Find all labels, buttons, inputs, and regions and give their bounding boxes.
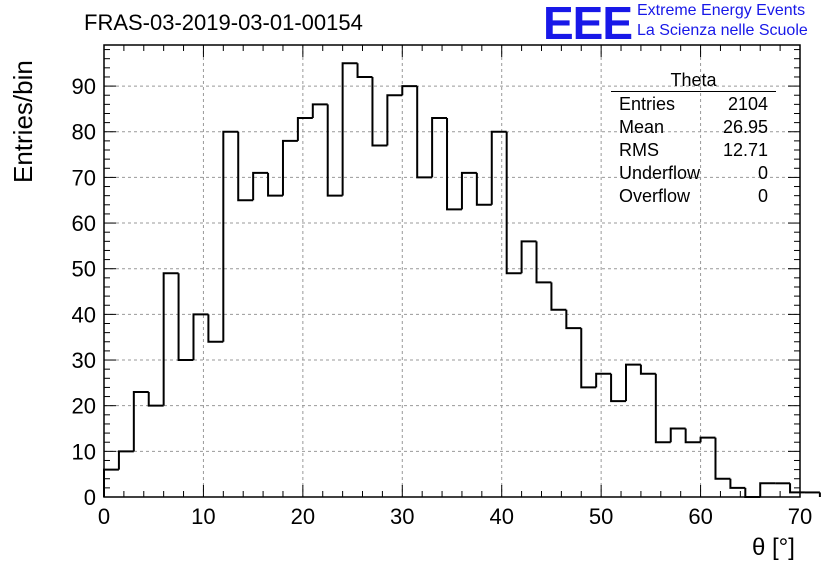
histogram-bin xyxy=(431,117,448,178)
histogram-bin xyxy=(520,240,537,274)
y-tick-label: 80 xyxy=(72,120,96,145)
histogram-bin xyxy=(356,63,373,78)
histogram-bin xyxy=(729,478,746,489)
y-tick-label: 10 xyxy=(72,439,96,464)
histogram-bin xyxy=(565,309,582,330)
histogram-bin xyxy=(684,428,701,444)
histogram-bin xyxy=(699,436,716,443)
stat-row-mean: Mean 26.95 xyxy=(611,116,776,139)
stat-label: Overflow xyxy=(619,186,691,206)
x-axis-label: θ [°] xyxy=(752,534,795,561)
stats-box: Theta Entries 2104 Mean 26.95 RMS 12.71 … xyxy=(611,70,776,208)
y-tick-label: 20 xyxy=(72,394,96,419)
histogram-bin xyxy=(117,450,134,470)
stat-row-underflow: Underflow 0 xyxy=(611,162,776,185)
y-tick-label: 60 xyxy=(72,211,96,236)
histogram-bin xyxy=(490,130,507,205)
y-tick-label: 70 xyxy=(72,165,96,190)
histogram-bin xyxy=(237,131,254,202)
x-tick-label: 50 xyxy=(589,504,613,529)
histogram-bin xyxy=(714,437,731,480)
y-tick-label: 50 xyxy=(72,257,96,282)
y-tick-label: 90 xyxy=(72,74,96,99)
histogram-bin xyxy=(296,117,313,141)
histogram-bin xyxy=(147,391,164,407)
y-axis-label: Entries/bin xyxy=(8,60,38,183)
histogram-bin xyxy=(744,487,761,498)
stat-row-rms: RMS 12.71 xyxy=(611,139,776,162)
histogram-bin xyxy=(610,373,626,403)
histogram-bin xyxy=(505,131,522,275)
histogram-bin xyxy=(595,372,612,388)
x-tick-label: 10 xyxy=(191,504,215,529)
x-tick-label: 60 xyxy=(688,504,712,529)
chart-title: FRAS-03-2019-03-01-00154 xyxy=(84,10,363,35)
histogram-bin xyxy=(103,468,119,497)
histogram-bin xyxy=(401,85,418,96)
histogram-bin xyxy=(416,86,433,179)
histogram-bin xyxy=(446,118,462,211)
x-tick-label: 40 xyxy=(489,504,513,529)
histogram-bin xyxy=(550,282,567,311)
histogram-bin xyxy=(281,139,298,196)
stat-value: 26.95 xyxy=(722,117,768,137)
logo-line-1: Extreme Energy Events xyxy=(637,2,806,19)
stat-value: 0 xyxy=(757,186,768,206)
histogram-bin xyxy=(162,272,179,406)
stat-label: Entries xyxy=(619,94,676,114)
stat-value: 2104 xyxy=(727,94,768,114)
histogram-bin xyxy=(192,313,209,361)
stat-label: Underflow xyxy=(619,163,701,183)
stat-value: 12.71 xyxy=(722,140,768,160)
eee-logo: EEE xyxy=(543,0,633,49)
histogram-bin xyxy=(759,482,776,497)
histogram-bin xyxy=(311,103,328,119)
histogram-bin xyxy=(341,62,358,196)
histogram-bin xyxy=(267,172,283,197)
x-tick-label: 0 xyxy=(98,504,110,529)
stat-value: 0 xyxy=(757,163,768,183)
y-tick-label: 0 xyxy=(84,485,96,510)
plot-frame xyxy=(103,44,801,498)
histogram-bin xyxy=(654,373,671,444)
histogram-bin xyxy=(386,94,403,146)
x-tick-label: 20 xyxy=(291,504,315,529)
x-tick-label: 70 xyxy=(788,504,812,529)
histogram-bin xyxy=(207,314,224,343)
histogram-bin xyxy=(625,363,641,402)
stats-title: Theta xyxy=(611,70,776,92)
y-tick-label: 40 xyxy=(72,302,96,327)
stat-row-entries: Entries 2104 xyxy=(611,93,776,116)
stat-row-overflow: Overflow 0 xyxy=(611,185,776,208)
histogram-bin xyxy=(580,328,597,389)
histogram-bin xyxy=(460,171,477,210)
histogram-bin xyxy=(222,130,239,342)
histogram-bin xyxy=(252,171,269,201)
histogram-bin xyxy=(639,364,656,375)
logo-line-2: La Scienza nelle Scuole xyxy=(637,22,808,39)
histogram-bin xyxy=(371,76,388,147)
x-tick-label: 30 xyxy=(390,504,414,529)
histogram-bin xyxy=(669,427,686,443)
y-tick-label: 30 xyxy=(72,348,96,373)
histogram-bin xyxy=(132,390,149,452)
stat-label: RMS xyxy=(619,140,659,160)
stat-label: Mean xyxy=(619,117,665,137)
histogram-bin xyxy=(535,241,552,284)
histogram-bin xyxy=(177,273,194,362)
histogram-bin xyxy=(475,172,492,206)
histogram-bin xyxy=(326,104,343,197)
